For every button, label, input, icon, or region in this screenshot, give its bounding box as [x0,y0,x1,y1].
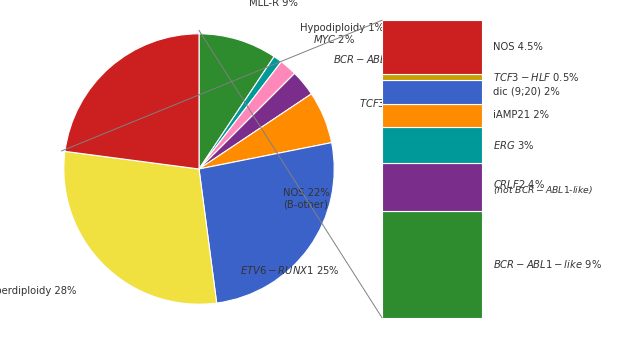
Wedge shape [65,34,199,169]
Text: $\mathit{MYC}$ 2%: $\mathit{MYC}$ 2% [313,33,355,45]
Wedge shape [199,143,334,303]
Text: (not $\mathit{BCR-ABL1}$-like): (not $\mathit{BCR-ABL1}$-like) [492,184,593,196]
Bar [382,80,482,103]
Text: $\mathit{ETV6-RUNX1}$ 25%: $\mathit{ETV6-RUNX1}$ 25% [240,264,340,276]
Bar [382,211,482,318]
Bar [382,20,482,74]
Text: iAMP21 2%: iAMP21 2% [492,111,548,120]
Text: $\mathit{BCR-ABL1}$ 3%: $\mathit{BCR-ABL1}$ 3% [333,53,412,65]
Wedge shape [199,94,332,169]
Text: NOS 22%
(B-other): NOS 22% (B-other) [283,188,329,210]
Text: Hypodiploidy 1%: Hypodiploidy 1% [300,23,384,33]
Text: $\mathit{TCF3-HLF}$ 0.5%: $\mathit{TCF3-HLF}$ 0.5% [492,71,579,83]
Text: NOS 4.5%: NOS 4.5% [492,42,542,52]
Text: MLL-R 9%: MLL-R 9% [249,0,298,8]
Wedge shape [199,56,281,169]
Bar [382,74,482,80]
Wedge shape [199,62,295,169]
Text: dic (9;20) 2%: dic (9;20) 2% [492,87,559,97]
Bar [382,103,482,127]
Bar [382,127,482,163]
Wedge shape [199,73,311,169]
Bar [382,163,482,211]
Text: $\mathit{BCR-ABL1-like}$ 9%: $\mathit{BCR-ABL1-like}$ 9% [492,258,602,270]
Text: $\mathit{CRLF2}$ 4%: $\mathit{CRLF2}$ 4% [492,178,544,190]
Text: Hyperdiploidy 28%: Hyperdiploidy 28% [0,286,76,296]
Text: $\mathit{ERG}$ 3%: $\mathit{ERG}$ 3% [492,139,534,151]
Wedge shape [64,151,216,304]
Wedge shape [199,34,274,169]
Text: $\mathit{TCF3-PBX1}$ 6%: $\mathit{TCF3-PBX1}$ 6% [359,97,443,109]
